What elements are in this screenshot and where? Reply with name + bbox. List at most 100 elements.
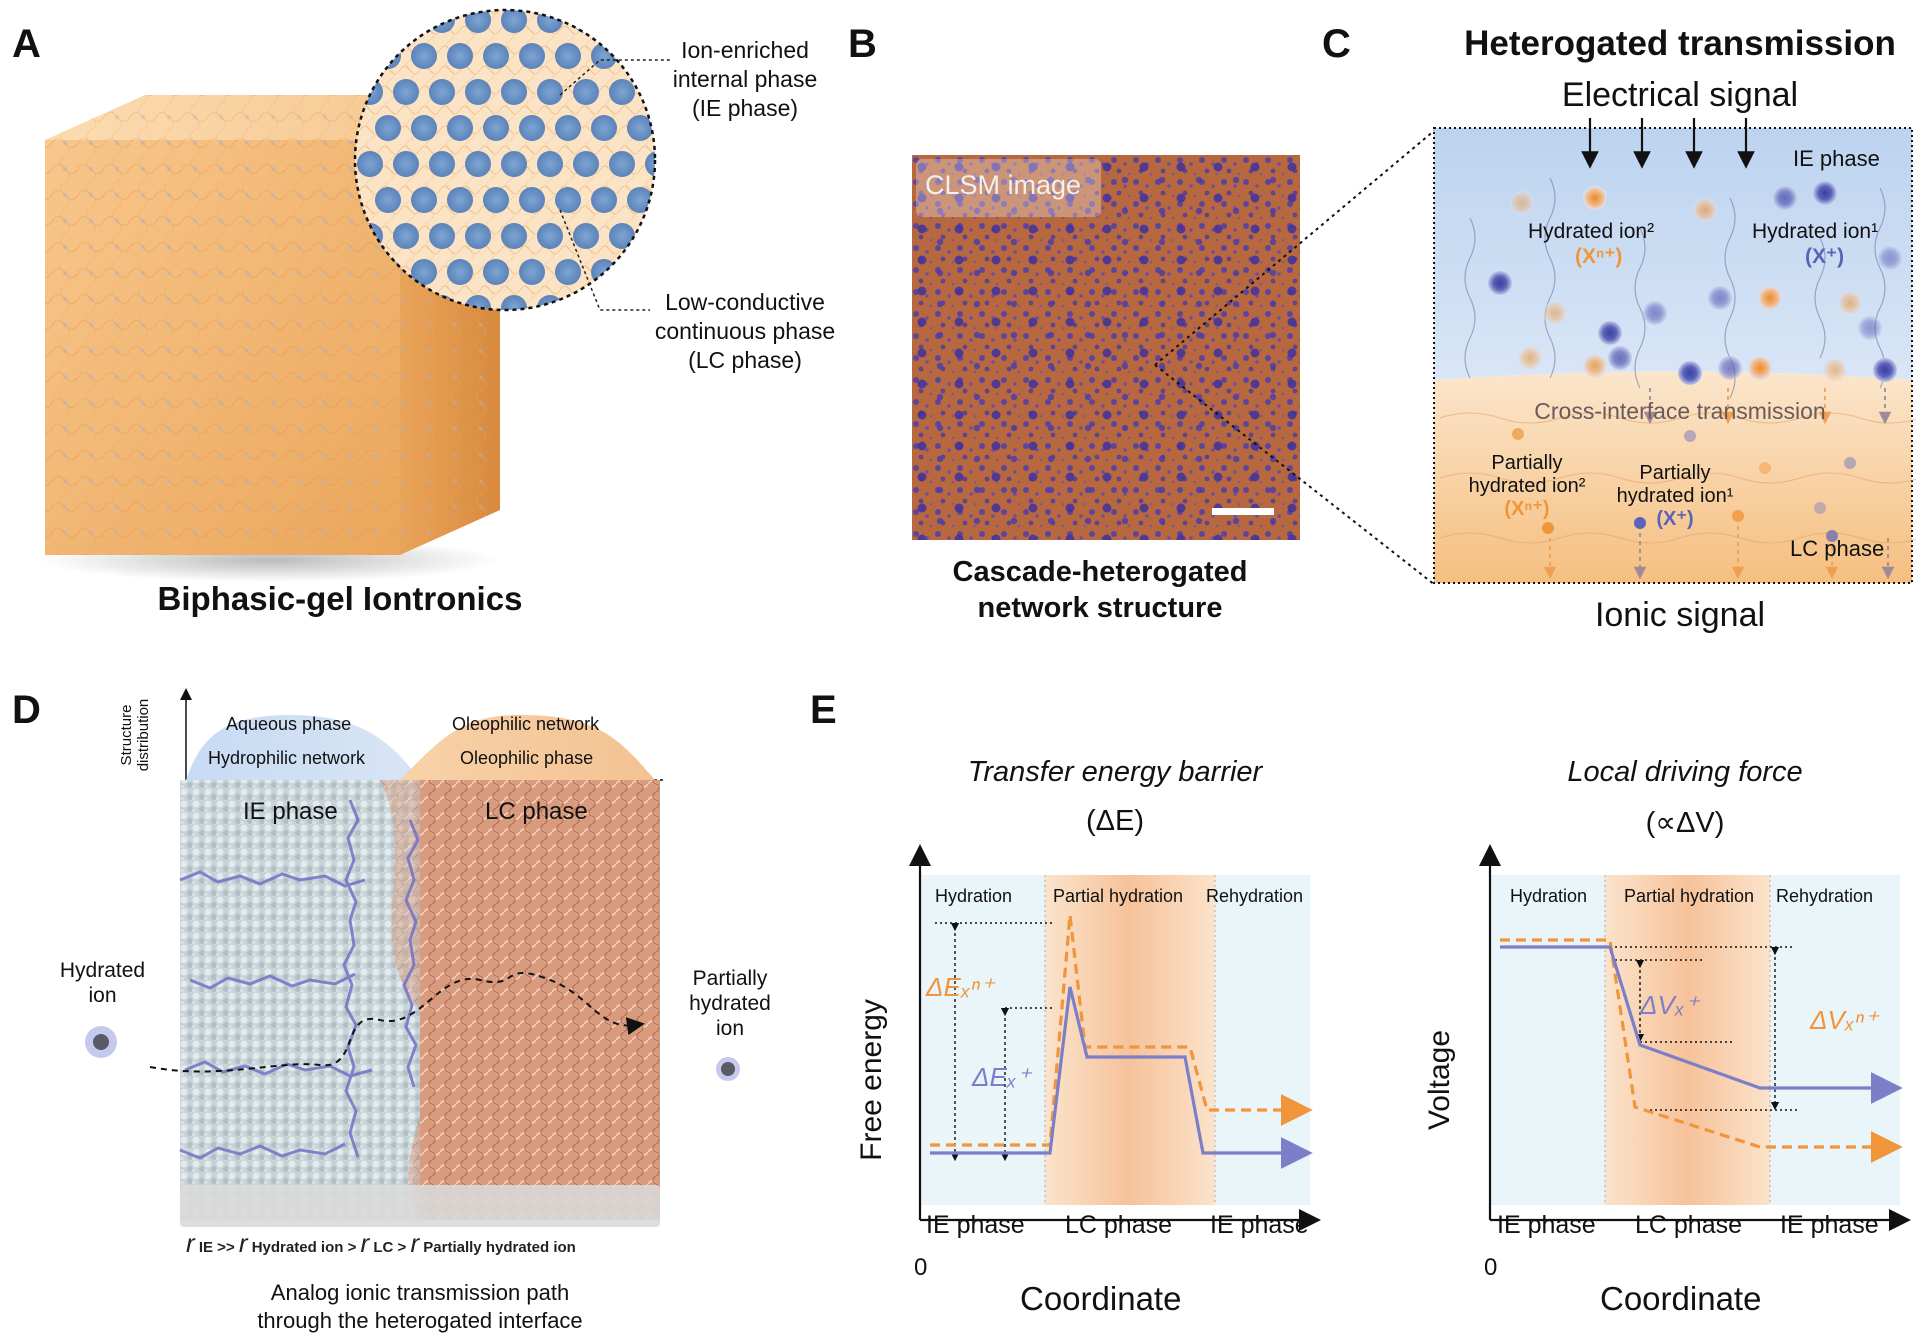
d-ie-phase-label: IE phase <box>243 798 338 825</box>
e-left-phase-2: LC phase <box>1065 1211 1173 1239</box>
clsm-image-tag: CLSM image <box>925 170 1082 200</box>
ie-droplet <box>447 187 473 213</box>
panel-d-illustration <box>149 688 665 1227</box>
hydrated-ion1-symbol: (X⁺) <box>1805 245 1845 268</box>
ie-droplet <box>429 223 455 249</box>
energy-barrier-plot <box>909 844 1321 1231</box>
ie-droplet <box>411 43 437 69</box>
r-symbol-3: r <box>360 1228 370 1258</box>
e-right-delta-small: ΔVₓ⁺ <box>1640 990 1699 1020</box>
ie-droplet <box>591 187 617 213</box>
ie-droplet <box>609 295 635 310</box>
oleophilic-network-label: Oleophilic network <box>452 714 600 734</box>
ie-droplet <box>375 115 401 141</box>
d-partial-ion-line2: hydrated <box>689 992 771 1015</box>
ie-droplet <box>501 223 527 249</box>
ie-droplet <box>555 187 581 213</box>
ie-droplet <box>537 79 563 105</box>
partially-hydrated-ions <box>1512 428 1856 542</box>
partial2-label: Partially hydrated ion² (Xⁿ⁺) <box>1452 452 1602 521</box>
ie-droplet <box>411 187 437 213</box>
ie-droplet <box>555 115 581 141</box>
ie-droplet <box>375 187 401 213</box>
ie-droplet <box>393 79 419 105</box>
cross-interface-label: Cross-interface transmission <box>1534 398 1826 424</box>
aqueous-phase-label: Aqueous phase <box>226 714 352 734</box>
hydrated-ion2-symbol: (Xⁿ⁺) <box>1575 245 1623 268</box>
ie-droplet <box>483 115 509 141</box>
e-right-xlabel: Coordinate <box>1600 1280 1762 1317</box>
clsm-image <box>912 155 1300 540</box>
e-left-ylabel: Free energy <box>850 999 890 1161</box>
ie-callout-line3: (IE phase) <box>691 95 799 121</box>
ie-droplet <box>447 115 473 141</box>
r-relation: r IE >> r Hydrated ion > r LC > r Partia… <box>186 1228 646 1259</box>
ie-droplet <box>627 187 653 213</box>
panel-b-caption-line2: network structure <box>977 592 1223 624</box>
partial2-line2: hydrated ion² <box>1468 475 1586 497</box>
ie-droplet <box>447 43 473 69</box>
ie-droplet <box>609 79 635 105</box>
e-left-xlabel: Coordinate <box>1020 1280 1182 1317</box>
ie-droplet <box>663 259 689 285</box>
e-left-region-3: Rehydration <box>1206 886 1304 906</box>
d-partial-ion-line1: Partially <box>692 967 768 990</box>
e-left-origin: 0 <box>914 1254 928 1281</box>
partial1-line1: Partially <box>1639 462 1711 484</box>
partial2-line1: Partially <box>1491 452 1563 474</box>
e-right-ylabel: Voltage <box>1418 1030 1458 1130</box>
ie-droplet <box>393 10 419 33</box>
voltage-curve-xn <box>1500 938 1903 1163</box>
partial1-symbol: (X⁺) <box>1656 508 1694 530</box>
e-left-phase-1: IE phase <box>926 1211 1025 1239</box>
ie-droplet <box>465 223 491 249</box>
ie-droplet <box>573 79 599 105</box>
hydrated-ion1-label: Hydrated ion¹ <box>1752 220 1879 243</box>
driving-force-plot <box>1479 844 1911 1231</box>
ie-droplet <box>447 259 473 285</box>
d-partial-ion-label: Partially hydrated ion <box>670 966 790 1041</box>
heterogated-diagram <box>1433 118 1916 584</box>
e-right-origin: 0 <box>1484 1254 1498 1281</box>
hydrated-ions <box>1488 181 1902 385</box>
energy-curve-x <box>930 986 1313 1169</box>
e-left-phase-3: IE phase <box>1210 1211 1309 1239</box>
ie-droplet <box>501 79 527 105</box>
lc-callout-line2: continuous phase <box>654 318 836 344</box>
panel-a-caption: Biphasic-gel Iontronics <box>157 580 523 617</box>
e-right-phase-3: IE phase <box>1780 1211 1879 1239</box>
e-right-delta-big: ΔVₓⁿ⁺ <box>1810 1005 1878 1035</box>
ie-droplet <box>501 295 527 310</box>
electrical-signal-label: Electrical signal <box>1561 76 1799 114</box>
r-term-4: Partially hydrated ion <box>423 1239 576 1256</box>
d-axis-label-line1: Structure <box>118 704 135 766</box>
ie-droplet <box>645 223 655 249</box>
panel-label-c: C <box>1322 22 1351 66</box>
e-right-region-2: Partial hydration <box>1624 886 1755 906</box>
ie-droplet <box>501 151 527 177</box>
panel-label-a: A <box>12 22 41 66</box>
ie-droplet <box>573 223 599 249</box>
oleophilic-phase-label: Oleophilic phase <box>460 748 594 768</box>
ie-droplet <box>483 43 509 69</box>
panel-b-caption-line1: Cascade-heterogated <box>952 556 1248 588</box>
ie-droplet <box>519 187 545 213</box>
ie-droplet <box>519 115 545 141</box>
e-right-title: Local driving force <box>1567 756 1803 788</box>
ie-droplet <box>645 10 655 33</box>
ionic-signal-label: Ionic signal <box>1594 596 1766 634</box>
e-left-title: Transfer energy barrier <box>967 756 1263 788</box>
partial1-label: Partially hydrated ion¹ (X⁺) <box>1600 462 1750 531</box>
d-hydrated-ion-icon <box>85 1026 117 1058</box>
voltage-curve-x <box>1500 945 1903 1104</box>
ie-droplet <box>645 151 655 177</box>
ie-droplet <box>465 79 491 105</box>
ie-droplet <box>663 187 689 213</box>
ie-callout-text: Ion-enriched internal phase (IE phase) <box>650 36 840 123</box>
lc-callout-line1: Low-conductive <box>665 289 825 315</box>
ie-droplet <box>501 10 527 33</box>
e-right-region-3: Rehydration <box>1776 886 1874 906</box>
ie-callout-line2: internal phase <box>672 66 818 92</box>
panel-c-title: Heterogated transmission <box>1464 24 1896 63</box>
panel-a-illustration <box>40 8 689 582</box>
